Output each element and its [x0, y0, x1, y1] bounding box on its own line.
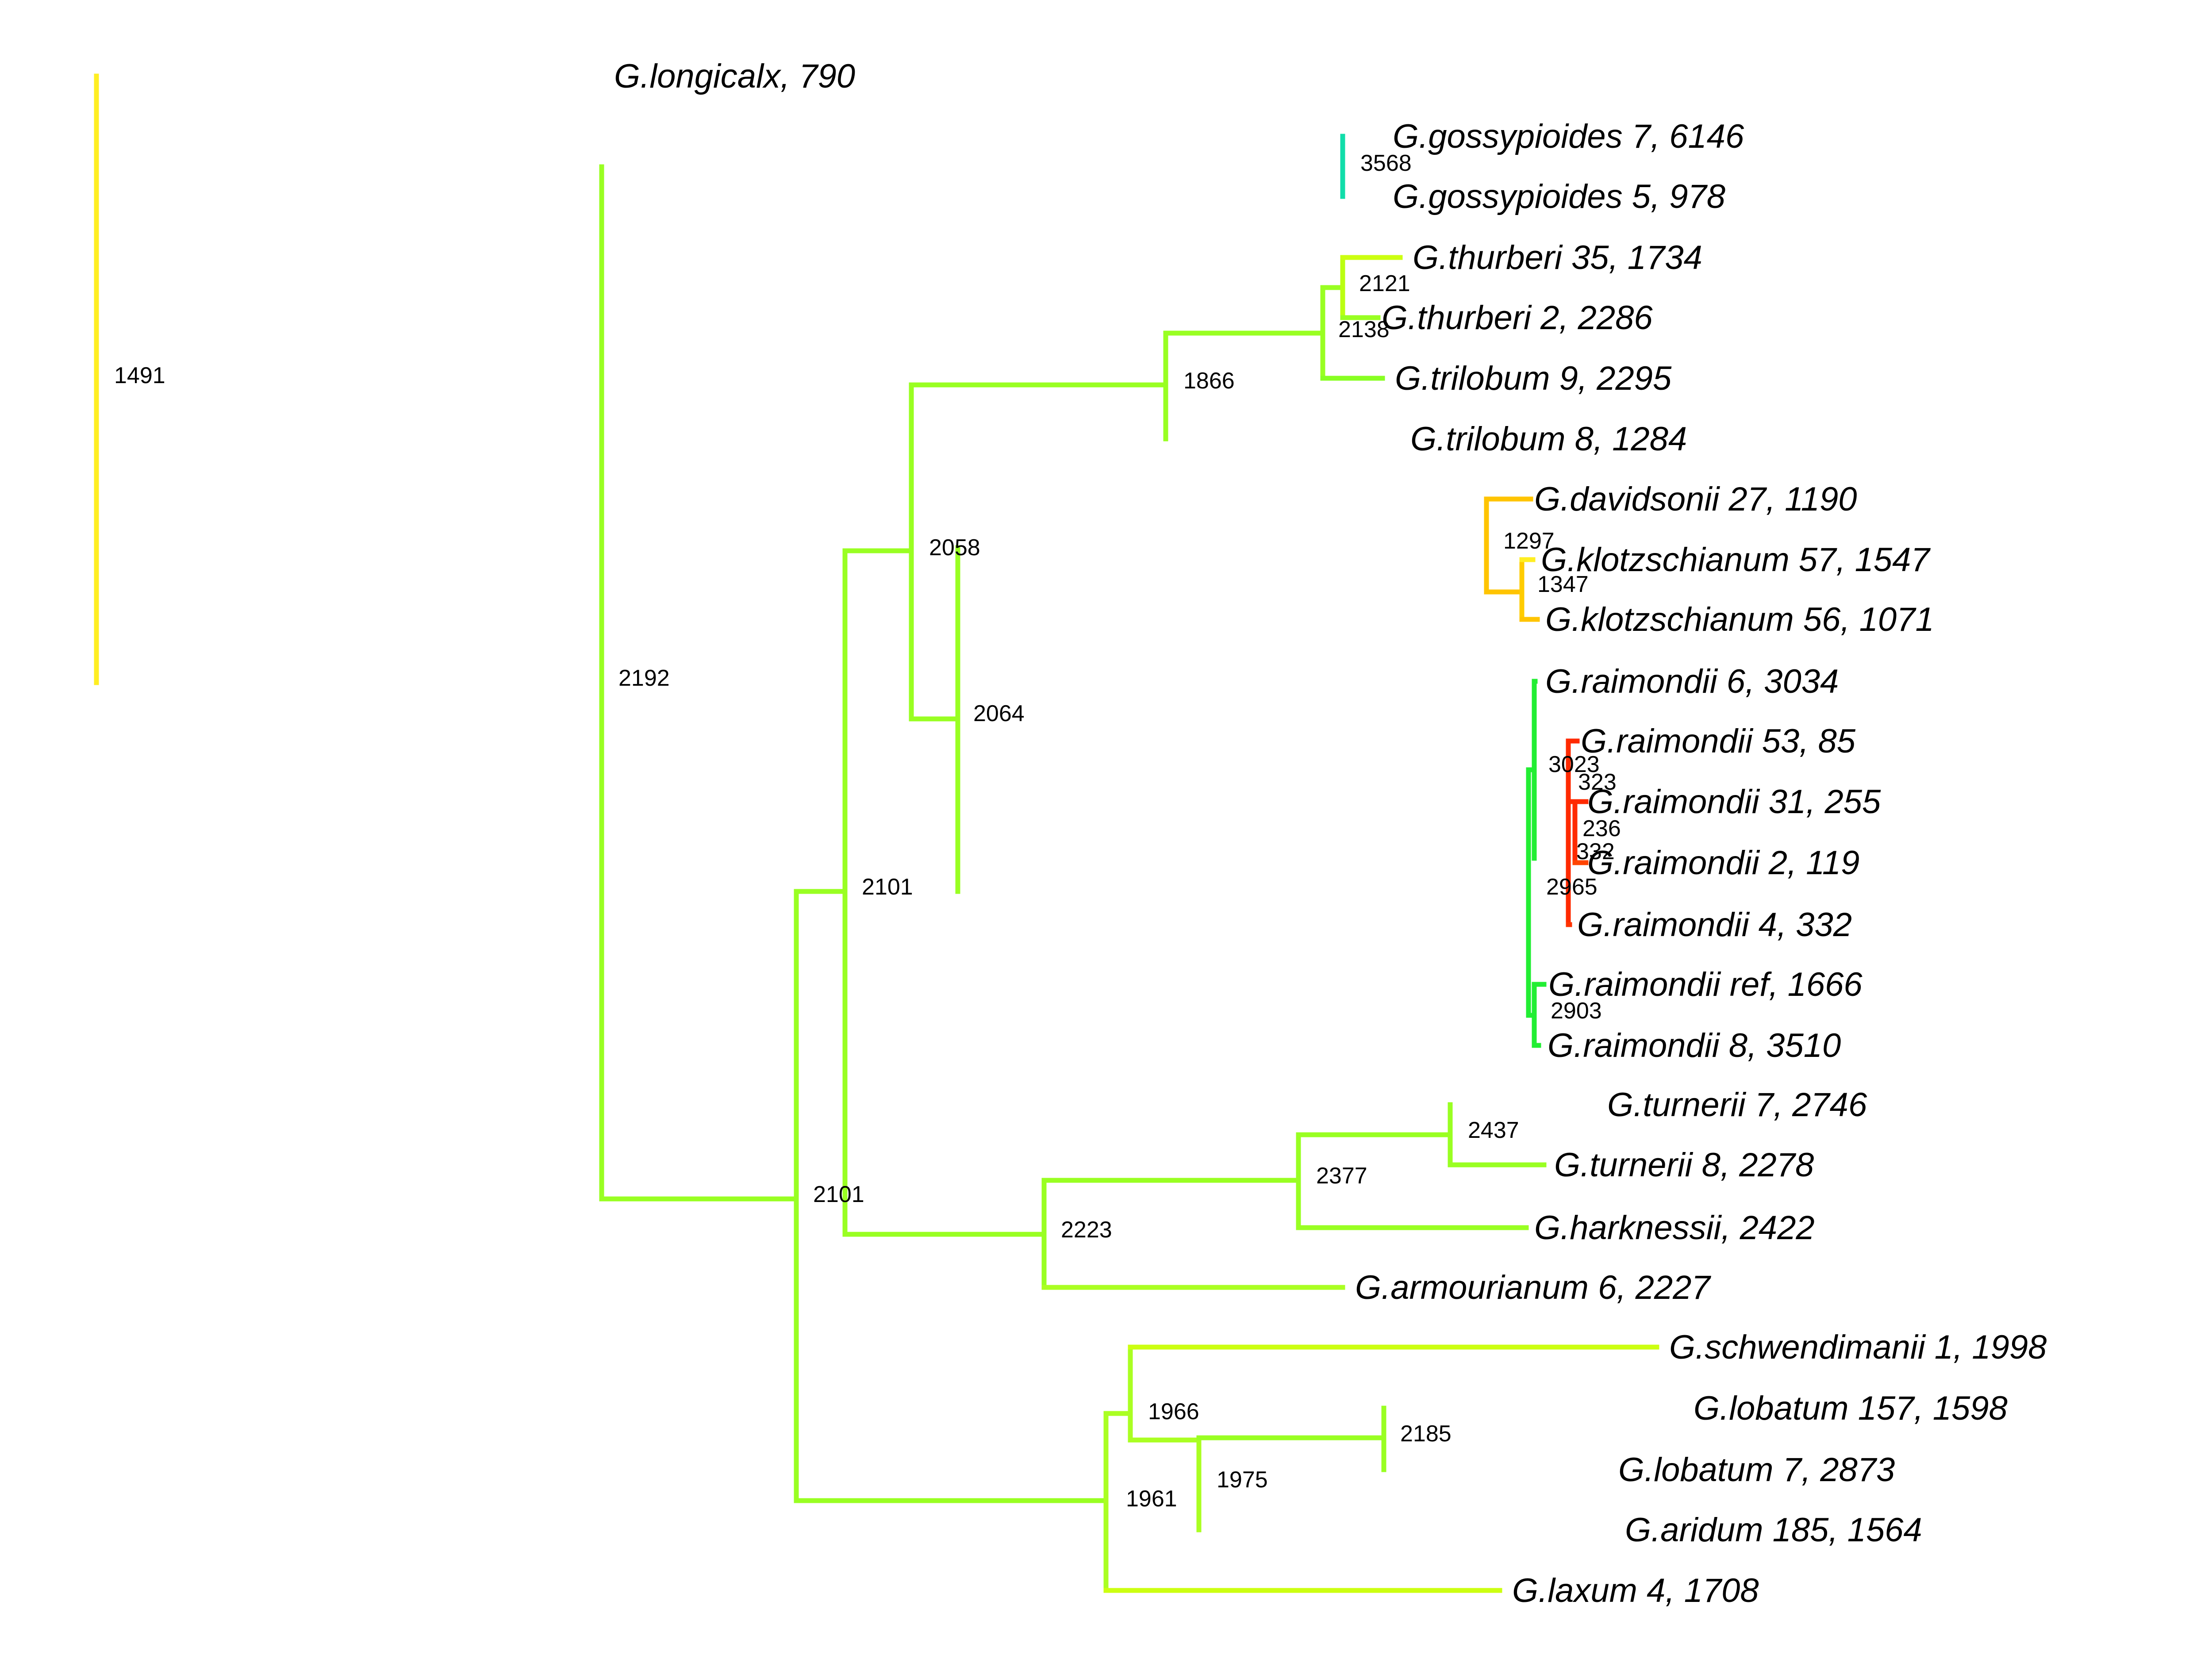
node-label-2101-upper: 2101	[862, 874, 913, 900]
tip-label-gossypioides-7: G.gossypioides 7, 6146	[1393, 118, 1744, 155]
node-label-2192: 2192	[618, 665, 670, 691]
tip-label-turnerii-8: G.turnerii 8, 2278	[1554, 1146, 1814, 1184]
tip-label-raimondii-2: G.raimondii 2, 119	[1587, 844, 1859, 882]
node-label-323: 323	[1578, 769, 1617, 795]
node-label-2223: 2223	[1061, 1217, 1112, 1243]
node-label-2437: 2437	[1468, 1118, 1519, 1143]
node-label-1975: 1975	[1217, 1467, 1268, 1493]
node-label-1966: 1966	[1148, 1399, 1199, 1425]
tip-label-lobatum-7: G.lobatum 7, 2873	[1618, 1451, 1895, 1489]
node-label-1491: 1491	[114, 363, 165, 388]
node-label-2185: 2185	[1400, 1421, 1452, 1447]
node-label-1297: 1297	[1503, 528, 1555, 554]
tip-label-raimondii-6: G.raimondii 6, 3034	[1545, 663, 1839, 700]
tip-label-thurberi-35: G.thurberi 35, 1734	[1413, 239, 1702, 276]
node-label-1347: 1347	[1537, 572, 1589, 597]
tip-label-raimondii-8: G.raimondii 8, 3510	[1548, 1027, 1841, 1064]
node-label-2058: 2058	[929, 535, 980, 561]
node-label-236: 236	[1582, 816, 1621, 841]
tip-label-raimondii-4: G.raimondii 4, 332	[1577, 906, 1852, 944]
tip-label-longicalx: G.longicalx, 790	[614, 58, 855, 95]
tip-label-raimondii-ref: G.raimondii ref, 1666	[1548, 966, 1863, 1003]
node-label-332: 332	[1576, 839, 1615, 864]
tip-label-raimondii-31: G.raimondii 31, 255	[1587, 783, 1881, 821]
tip-label-harknessii: G.harknessii, 2422	[1534, 1209, 1815, 1247]
tip-label-turnerii-7: G.turnerii 7, 2746	[1607, 1086, 1867, 1124]
node-label-2101-lower: 2101	[813, 1182, 864, 1207]
node-label-2138: 2138	[1338, 317, 1390, 342]
tip-label-aridum-185: G.aridum 185, 1564	[1625, 1511, 1922, 1549]
tip-labels: G.longicalx, 790 G.gossypioides 7, 6146 …	[614, 58, 2047, 1609]
tip-label-gossypioides-5: G.gossypioides 5, 978	[1393, 178, 1725, 215]
tree-branches	[94, 73, 1684, 1593]
tip-label-thurberi-2: G.thurberi 2, 2286	[1382, 299, 1653, 337]
node-label-1866: 1866	[1183, 368, 1235, 394]
node-label-1961: 1961	[1126, 1486, 1177, 1512]
tip-label-trilobum-8: G.trilobum 8, 1284	[1410, 420, 1687, 458]
node-label-2903: 2903	[1551, 998, 1602, 1024]
node-label-2064: 2064	[973, 701, 1025, 726]
node-labels: 1491 2192 3568 2121 2138 1866 2058 1297 …	[114, 150, 1621, 1512]
tip-label-raimondii-53: G.raimondii 53, 85	[1581, 722, 1856, 760]
node-label-2965: 2965	[1546, 874, 1598, 900]
node-label-3568: 3568	[1360, 150, 1412, 176]
tip-label-schwendimanii-1: G.schwendimanii 1, 1998	[1669, 1329, 2047, 1366]
tip-label-trilobum-9: G.trilobum 9, 2295	[1395, 360, 1672, 397]
node-label-2377: 2377	[1316, 1163, 1367, 1189]
tip-label-armourianum-6: G.armourianum 6, 2227	[1355, 1269, 1711, 1306]
tip-label-klotzschianum-57: G.klotzschianum 57, 1547	[1541, 541, 1931, 579]
tip-label-davidsonii-27: G.davidsonii 27, 1190	[1534, 480, 1857, 518]
tip-label-klotzschianum-56: G.klotzschianum 56, 1071	[1545, 601, 1934, 638]
tip-label-lobatum-157: G.lobatum 157, 1598	[1694, 1390, 2008, 1427]
tip-label-laxum-4: G.laxum 4, 1708	[1512, 1572, 1759, 1609]
node-label-2121: 2121	[1359, 271, 1410, 296]
node-label-3023: 3023	[1548, 752, 1600, 777]
